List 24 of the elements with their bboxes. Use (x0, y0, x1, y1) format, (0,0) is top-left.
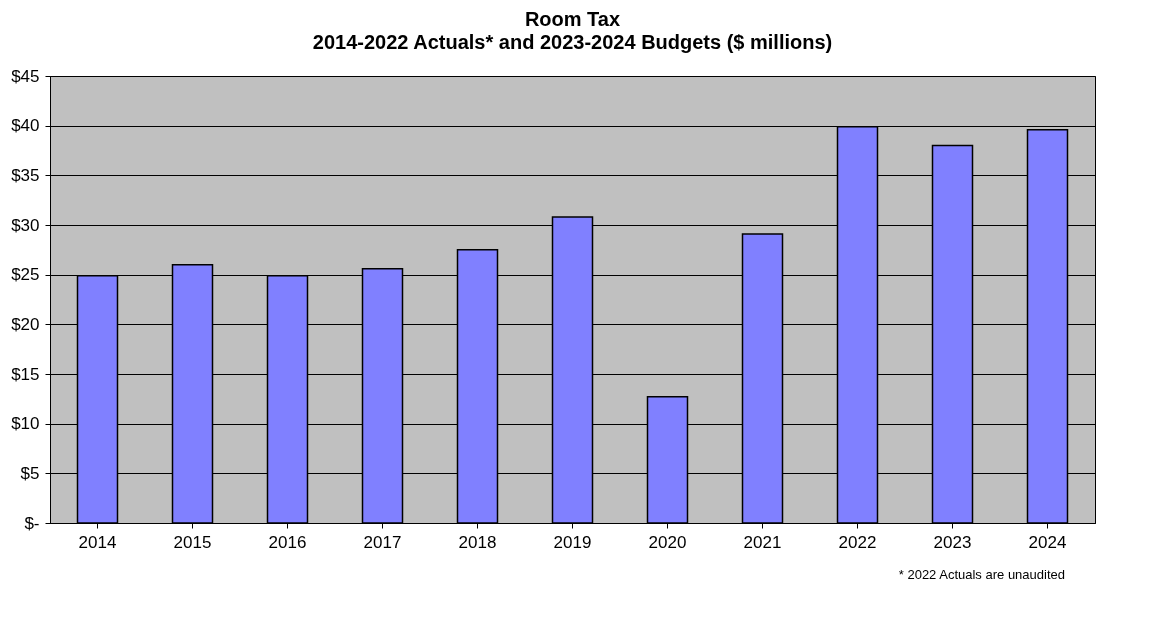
y-tick-label: $10 (11, 414, 40, 434)
x-tick-label: 2020 (648, 532, 687, 552)
x-tick-label: 2014 (78, 532, 117, 552)
y-tick-label: $20 (11, 314, 40, 334)
x-tick-label: 2017 (363, 532, 402, 552)
y-tick-label: $- (24, 513, 40, 533)
x-tick-label: 2024 (1028, 532, 1067, 552)
x-tick-label: 2016 (268, 532, 307, 552)
x-tick-label: 2021 (743, 532, 782, 552)
y-tick-label: $40 (11, 116, 40, 136)
y-tick-label: $15 (11, 364, 40, 384)
x-tick-label: 2018 (458, 532, 497, 552)
y-tick-label: $35 (11, 165, 40, 185)
chart-title: Room Tax (524, 8, 621, 30)
y-tick-label: $25 (11, 265, 40, 285)
x-tick-label: 2015 (173, 532, 212, 552)
y-tick-label: $5 (20, 463, 40, 483)
y-tick-label: $45 (11, 66, 40, 86)
text: * 2022 Actuals are unaudited (898, 567, 1065, 582)
x-tick-label: 2019 (553, 532, 592, 552)
chart-subtitle: 2014-2022 Actuals* and 2023-2024 Budgets ($ millions) (312, 31, 833, 53)
x-tick-label: 2022 (838, 532, 877, 552)
y-tick-label: $30 (11, 215, 40, 235)
x-tick-label: 2023 (933, 532, 972, 552)
